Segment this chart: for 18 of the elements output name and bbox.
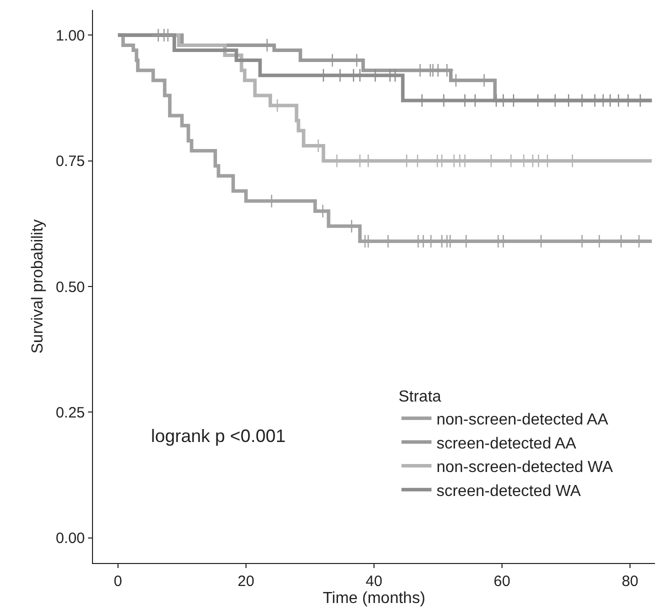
x-tick-label: 40 (366, 573, 382, 590)
x-tick-label: 20 (238, 573, 254, 590)
legend-title: Strata (398, 388, 442, 406)
y-tick-label: 0.50 (56, 278, 85, 296)
y-tick-label: 0.75 (56, 153, 85, 170)
legend-label: non-screen-detected WA (436, 459, 614, 476)
annotation: logrank p <0.001 (151, 426, 286, 446)
y-tick-label: 0.00 (56, 530, 85, 548)
x-axis-title: Time (months) (322, 590, 426, 608)
y-tick-label: 0.25 (56, 404, 85, 422)
x-tick-label: 60 (494, 573, 510, 590)
x-tick-label: 80 (622, 573, 638, 590)
legend-label: screen-detected WA (436, 482, 582, 500)
y-axis-title: Survival probability (30, 219, 47, 354)
legend-label: screen-detected AA (436, 435, 576, 452)
legend-label: non-screen-detected AA (436, 411, 608, 428)
x-tick-label: 0 (114, 573, 122, 590)
y-tick-label: 1.00 (56, 27, 85, 44)
